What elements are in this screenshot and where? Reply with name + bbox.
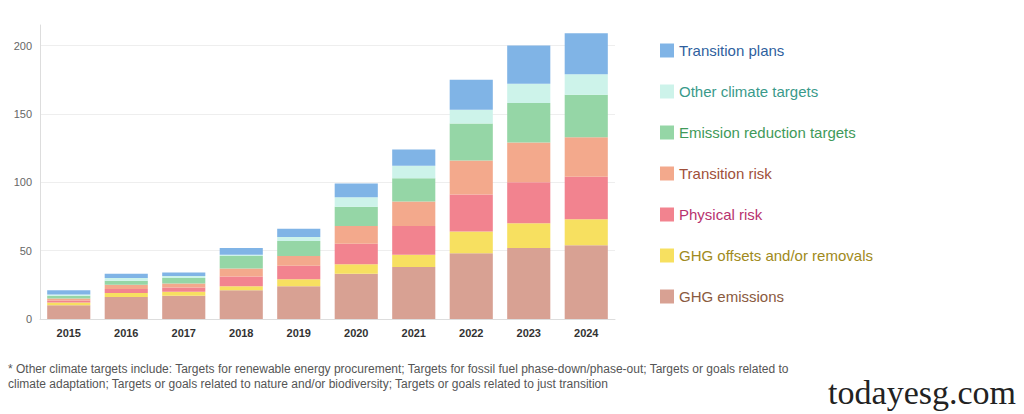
svg-text:50: 50 bbox=[20, 245, 32, 257]
svg-text:2015: 2015 bbox=[57, 327, 81, 339]
svg-text:100: 100 bbox=[14, 176, 32, 188]
svg-text:2019: 2019 bbox=[287, 327, 311, 339]
svg-text:GHG offsets and/or removals: GHG offsets and/or removals bbox=[679, 247, 873, 264]
svg-text:GHG emissions: GHG emissions bbox=[679, 288, 784, 305]
svg-text:0: 0 bbox=[26, 313, 32, 325]
html-text:todayesg.com: todayesg.com bbox=[828, 374, 1016, 411]
svg-text:150: 150 bbox=[14, 108, 32, 120]
svg-text:Other climate targets: Other climate targets bbox=[679, 83, 818, 100]
svg-text:Transition risk: Transition risk bbox=[679, 165, 772, 182]
svg-text:200: 200 bbox=[14, 40, 32, 52]
svg-text:2021: 2021 bbox=[402, 327, 426, 339]
svg-text:2020: 2020 bbox=[344, 327, 368, 339]
svg-text:Transition plans: Transition plans bbox=[679, 42, 784, 59]
svg-text:Emission reduction targets: Emission reduction targets bbox=[679, 124, 856, 141]
svg-text:2023: 2023 bbox=[517, 327, 541, 339]
svg-text:2017: 2017 bbox=[172, 327, 196, 339]
svg-text:2022: 2022 bbox=[459, 327, 483, 339]
html-text:* Other climate targets includ: * Other climate targets include: Targets… bbox=[8, 362, 789, 391]
svg-text:2018: 2018 bbox=[229, 327, 253, 339]
svg-text:Physical risk: Physical risk bbox=[679, 206, 763, 223]
svg-text:2024: 2024 bbox=[574, 327, 599, 339]
svg-text:2016: 2016 bbox=[114, 327, 138, 339]
